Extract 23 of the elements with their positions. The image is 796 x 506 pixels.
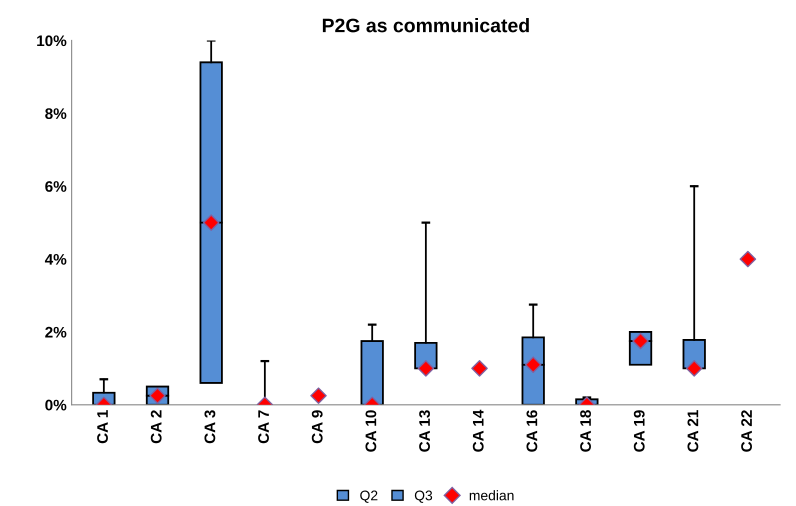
x-tick-label: CA 19 (634, 410, 645, 452)
x-tick-label: CA 10 (365, 410, 376, 452)
x-tick-label: CA 18 (580, 410, 591, 452)
x-tick-label: CA 22 (741, 410, 752, 452)
y-tick-label: 4% (44, 254, 66, 265)
legend-label: median (470, 490, 514, 500)
legend-label: Q3 (414, 490, 432, 503)
x-tick-label: CA 14 (472, 410, 484, 452)
x-tick-label: CA 7 (258, 410, 269, 444)
y-tick-label: 2% (45, 326, 66, 338)
y-tick-label: 10% (37, 35, 66, 46)
x-tick-label: CA 21 (687, 410, 698, 452)
y-tick-label: 8% (45, 108, 66, 120)
y-tick-label: 6% (45, 181, 66, 192)
legend-label: Q2 (360, 490, 378, 503)
x-tick-label: CA 2 (150, 410, 162, 444)
x-tick-label: CA 1 (97, 410, 108, 444)
x-tick-label: CA 3 (204, 410, 216, 444)
x-tick-label: CA 16 (526, 410, 538, 452)
y-tick-label: 0% (45, 400, 66, 410)
x-tick-label: CA 13 (419, 410, 430, 452)
x-tick-label: CA 9 (312, 410, 323, 444)
chart-title: P2G as communicated (322, 18, 529, 32)
